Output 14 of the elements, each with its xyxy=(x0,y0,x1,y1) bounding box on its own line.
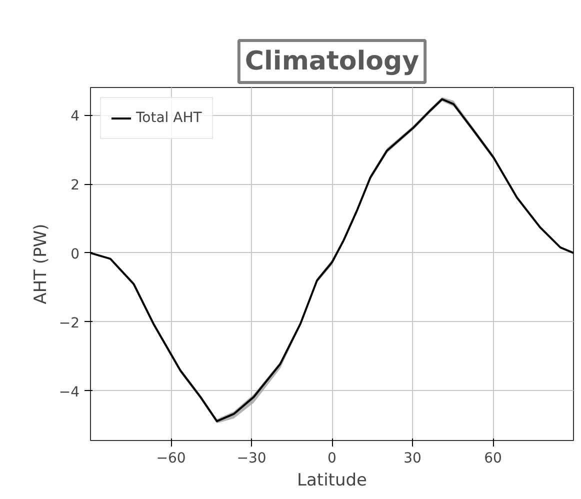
x-tick-label: −30 xyxy=(236,450,266,466)
x-axis-title: Latitude xyxy=(297,470,367,490)
y-tick-label: −2 xyxy=(58,315,80,332)
y-tick-label: 4 xyxy=(70,108,80,125)
x-tick-label: 0 xyxy=(328,450,336,466)
y-tick-label: 2 xyxy=(70,178,80,194)
y-axis-title: AHT (PW) xyxy=(30,224,51,304)
x-tick-label: 60 xyxy=(484,450,502,466)
x-tick-label: −60 xyxy=(156,450,186,466)
chart-title: Climatology xyxy=(244,46,420,76)
legend-label: Total AHT xyxy=(136,110,202,126)
y-tick-label: 0 xyxy=(70,246,80,262)
y-tick-label: −4 xyxy=(58,384,80,400)
x-tick-label: 30 xyxy=(404,450,422,466)
